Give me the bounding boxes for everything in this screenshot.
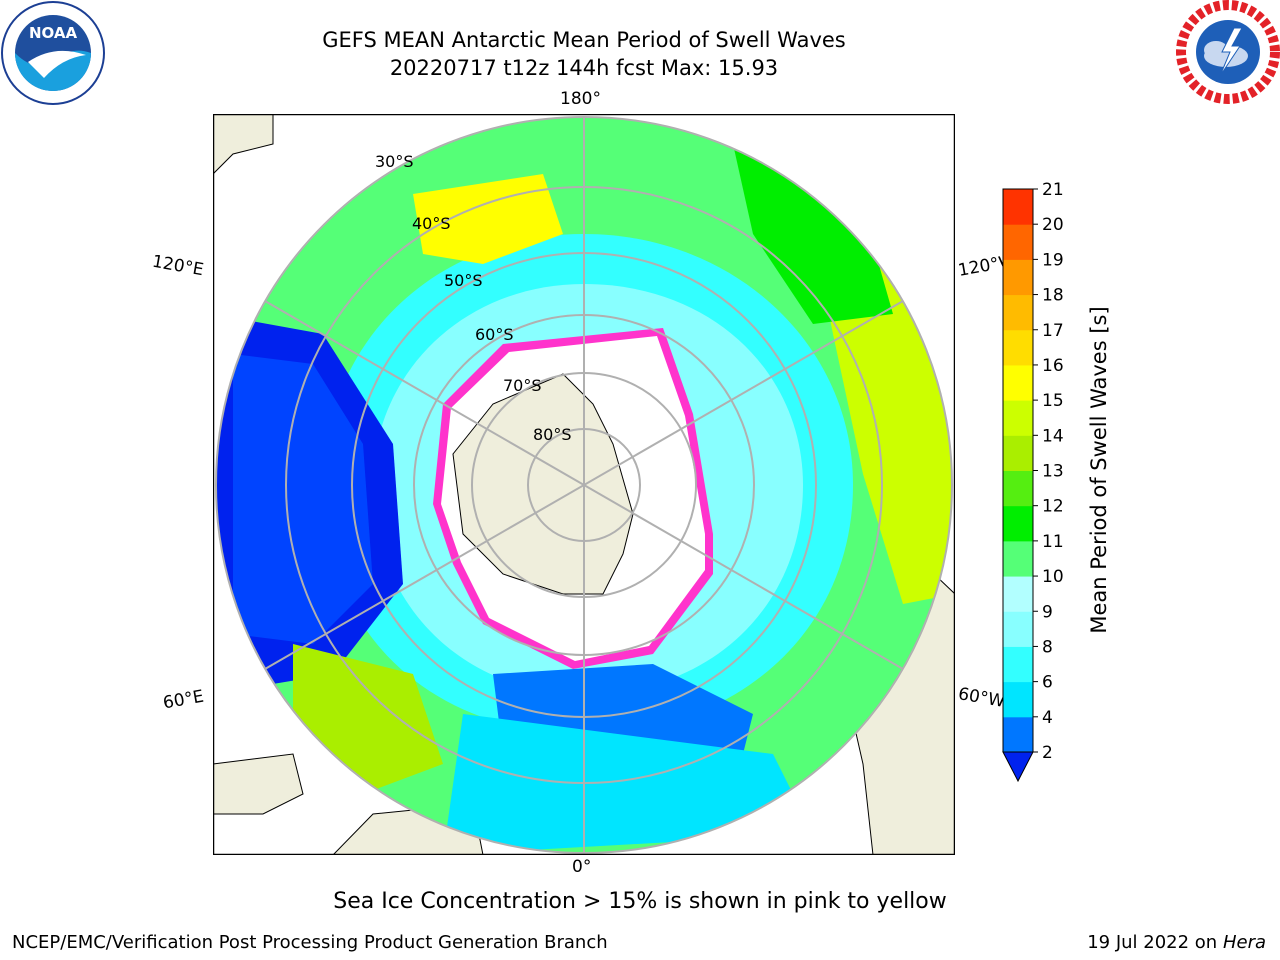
colorbar-extend-arrow [1002,751,1034,783]
colorbar-tick-label: 19 [1042,250,1064,270]
colorbar-swatch [1003,364,1033,401]
colorbar-tick-label: 14 [1042,426,1064,446]
footer-date-text: 19 Jul 2022 on [1087,932,1218,953]
colorbar-label: Mean Period of Swell Waves [s] [1087,306,1111,633]
colorbar-swatch [1003,646,1033,683]
lon-label-60e: 60°E [161,686,206,714]
colorbar-tick-label: 4 [1042,708,1053,728]
colorbar-tick-label: 6 [1042,673,1053,693]
colorbar-tick-label: 8 [1042,637,1053,657]
colorbar-swatch [1003,540,1033,577]
lat-label-50s: 50°S [444,271,483,290]
field-yellow-n [413,174,563,264]
colorbar-tick-label: 13 [1042,462,1064,482]
footer-host: Hera [1222,932,1266,953]
colorbar-swatch [1003,435,1033,471]
colorbar-swatch [1003,259,1033,296]
field-blue-west-edge [233,354,373,644]
colorbar: 2 4 6 8 9 10 11 12 13 14 15 16 17 18 19 20 21 Mean Perio… [1002,180,1111,783]
colorbar-tick-label: 16 [1042,356,1064,376]
land-africa-corner [213,753,304,815]
colorbar-tick-label: 9 [1042,602,1053,622]
colorbar-tick-label: 12 [1042,497,1064,517]
colorbar-tick-label: 17 [1042,321,1064,341]
colorbar-swatch [1003,224,1033,260]
lat-label-30s: 30°S [375,152,414,171]
colorbar-tick-label: 20 [1042,215,1064,235]
noaa-logo-icon: NOAA [1,1,105,105]
chart-subtitle: 20220717 t12z 144h fcst Max: 15.93 [389,56,779,80]
chart-title: GEFS MEAN Antarctic Mean Period of Swell… [322,28,846,52]
noaa-logo-text: NOAA [29,24,78,42]
lat-label-60s: 60°S [475,325,514,344]
lat-label-40s: 40°S [412,214,451,233]
colorbar-tick-label: 2 [1042,743,1053,763]
lon-label-120e: 120°E [150,251,206,281]
colorbar-swatch [1003,716,1033,753]
colorbar-swatch [1003,576,1033,612]
graticule [215,116,953,854]
colorbar-tick-label: 15 [1042,391,1064,411]
colorbar-swatch [1003,505,1033,542]
nws-logo-icon [1176,0,1280,104]
lat-label-70s: 70°S [503,376,542,395]
lon-label-180: 180° [560,89,601,109]
sea-ice-note: Sea Ice Concentration > 15% is shown in … [333,889,947,914]
colorbar-swatch [1003,470,1033,507]
colorbar-swatch [1003,681,1033,718]
footer-date: 19 Jul 2022 on Hera [1087,932,1266,953]
colorbar-tick-label: 21 [1042,180,1064,200]
colorbar-swatch [1003,400,1033,436]
colorbar-tick-label: 11 [1042,532,1064,552]
colorbar-swatch [1003,294,1033,331]
lat-label-80s: 80°S [533,425,572,444]
polar-map: 30°S 40°S 50°S 60°S 70°S 80°S [213,114,955,855]
colorbar-swatch [1003,329,1033,366]
colorbar-tick-label: 10 [1042,567,1064,587]
colorbar-swatch [1003,189,1033,225]
lon-label-0: 0° [572,857,592,877]
colorbar-tick-label: 18 [1042,286,1064,306]
land-australia-corner [213,114,274,175]
footer-credit: NCEP/EMC/Verification Post Processing Pr… [12,932,608,953]
colorbar-swatch [1003,611,1033,647]
